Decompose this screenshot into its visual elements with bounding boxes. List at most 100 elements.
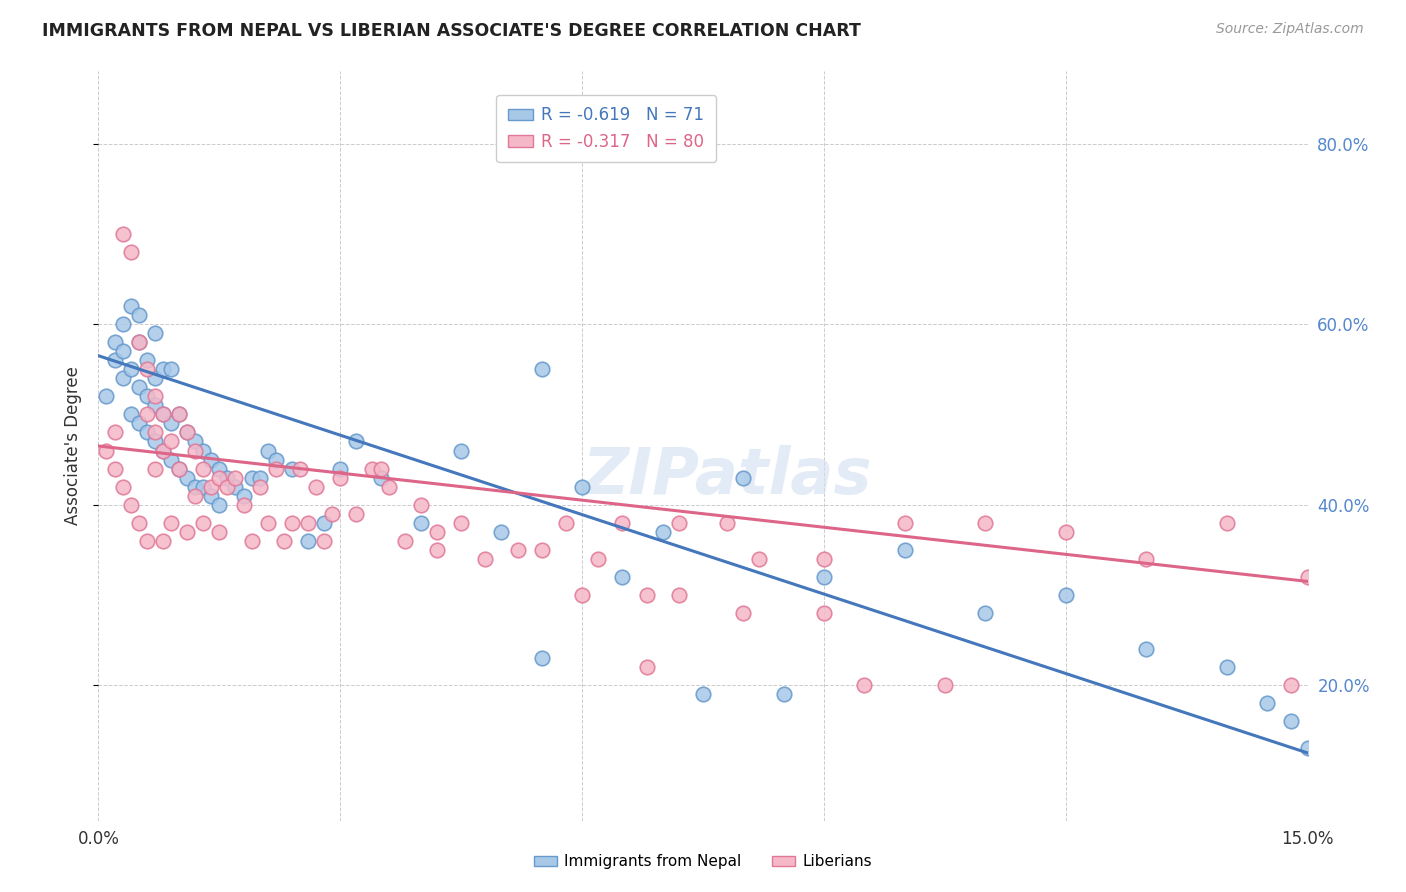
Point [506, 542, 529, 557]
Point [193, 480, 215, 494]
Point [555, 516, 578, 530]
Point [120, 498, 142, 512]
Point [176, 425, 198, 440]
Legend: R = -0.619   N = 71, R = -0.317   N = 80: R = -0.619 N = 71, R = -0.317 N = 80 [496, 95, 716, 162]
Point [716, 516, 738, 530]
Point [224, 480, 246, 494]
Point [636, 588, 658, 602]
Point [143, 434, 166, 449]
Point [305, 480, 328, 494]
Point [256, 443, 278, 458]
Point [120, 244, 142, 259]
Point [143, 389, 166, 403]
Point [530, 542, 553, 557]
Point [135, 408, 157, 422]
Point [103, 335, 125, 350]
Point [167, 408, 190, 422]
Point [200, 452, 222, 467]
Point [176, 524, 198, 539]
Point [297, 533, 319, 548]
Point [1296, 570, 1319, 584]
Point [96, 443, 118, 458]
Point [530, 651, 553, 665]
Point [571, 588, 593, 602]
Point [314, 533, 336, 548]
Point [612, 516, 634, 530]
Text: IMMIGRANTS FROM NEPAL VS LIBERIAN ASSOCIATE'S DEGREE CORRELATION CHART: IMMIGRANTS FROM NEPAL VS LIBERIAN ASSOCI… [42, 22, 860, 40]
Point [1054, 524, 1077, 539]
Point [249, 480, 271, 494]
Point [152, 533, 174, 548]
Point [152, 408, 174, 422]
Point [668, 516, 690, 530]
Point [120, 299, 142, 313]
Point [111, 371, 134, 385]
Point [1281, 714, 1303, 729]
Point [200, 489, 222, 503]
Point [128, 516, 150, 530]
Point [135, 389, 157, 403]
Point [160, 417, 183, 431]
Point [394, 533, 416, 548]
Point [1216, 516, 1239, 530]
Point [167, 461, 190, 475]
Point [370, 461, 392, 475]
Point [103, 461, 125, 475]
Point [152, 408, 174, 422]
Point [668, 588, 690, 602]
Point [96, 389, 118, 403]
Point [1216, 660, 1239, 674]
Point [1135, 552, 1157, 566]
Point [813, 606, 835, 620]
Point [450, 516, 472, 530]
Legend: Immigrants from Nepal, Liberians: Immigrants from Nepal, Liberians [527, 848, 879, 875]
Point [143, 461, 166, 475]
Point [361, 461, 384, 475]
Point [297, 516, 319, 530]
Point [232, 498, 254, 512]
Point [240, 470, 263, 484]
Point [636, 660, 658, 674]
Point [853, 678, 876, 692]
Point [1054, 588, 1077, 602]
Point [281, 461, 304, 475]
Point [167, 408, 190, 422]
Point [748, 552, 770, 566]
Point [893, 542, 915, 557]
Point [193, 443, 215, 458]
Point [143, 371, 166, 385]
Point [813, 570, 835, 584]
Point [934, 678, 956, 692]
Point [135, 353, 157, 368]
Point [128, 380, 150, 394]
Point [103, 425, 125, 440]
Point [314, 516, 336, 530]
Point [232, 489, 254, 503]
Point [1135, 642, 1157, 657]
Point [128, 335, 150, 350]
Point [321, 507, 343, 521]
Point [208, 461, 231, 475]
Text: ZIPatlas: ZIPatlas [582, 445, 872, 507]
Point [111, 317, 134, 331]
Point [1281, 678, 1303, 692]
Y-axis label: Associate's Degree: Associate's Degree [65, 367, 83, 525]
Point [377, 480, 399, 494]
Point [160, 362, 183, 376]
Point [288, 461, 311, 475]
Point [733, 470, 755, 484]
Point [491, 524, 513, 539]
Point [128, 417, 150, 431]
Point [409, 516, 432, 530]
Point [184, 434, 207, 449]
Point [143, 425, 166, 440]
Point [974, 516, 997, 530]
Point [651, 524, 673, 539]
Point [974, 606, 997, 620]
Point [135, 362, 157, 376]
Point [344, 507, 367, 521]
Point [329, 470, 352, 484]
Point [370, 470, 392, 484]
Point [273, 533, 295, 548]
Point [217, 480, 239, 494]
